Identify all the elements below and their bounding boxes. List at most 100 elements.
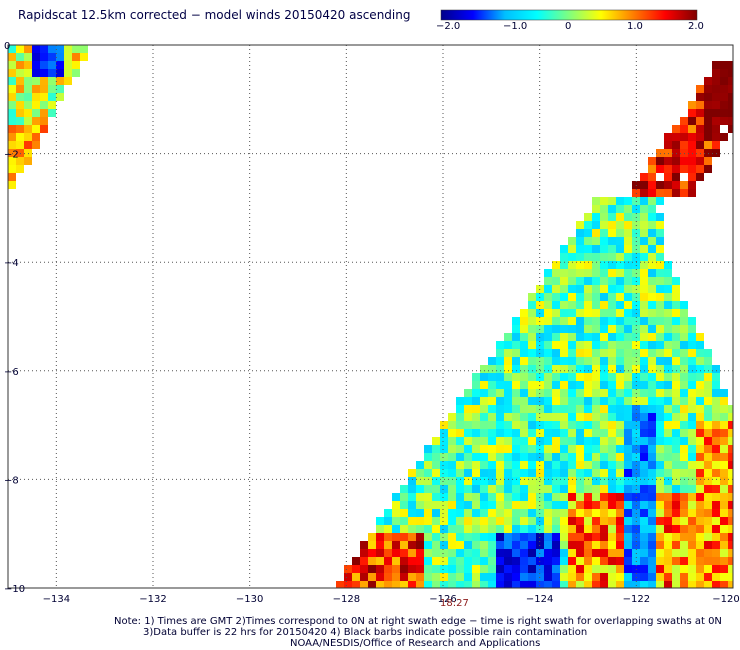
wind-difference-cell	[728, 525, 733, 533]
wind-difference-cell	[712, 397, 720, 405]
wind-difference-cell	[640, 461, 648, 469]
wind-difference-cell	[584, 317, 592, 325]
wind-difference-cell	[408, 573, 416, 581]
wind-difference-cell	[680, 309, 688, 317]
wind-difference-cell	[512, 341, 520, 349]
wind-difference-cell	[472, 421, 480, 429]
wind-difference-cell	[696, 509, 704, 517]
wind-difference-cell	[680, 573, 688, 581]
wind-difference-cell	[592, 429, 600, 437]
wind-difference-cell	[656, 517, 664, 525]
wind-difference-cell	[400, 557, 408, 565]
wind-difference-cell	[552, 493, 560, 501]
wind-difference-cell	[608, 581, 616, 588]
wind-difference-cell	[728, 573, 733, 581]
wind-difference-cell	[512, 445, 520, 453]
wind-difference-cell	[480, 573, 488, 581]
wind-difference-cell	[712, 85, 720, 93]
wind-difference-cell	[592, 381, 600, 389]
wind-difference-cell	[640, 485, 648, 493]
wind-difference-cell	[656, 285, 664, 293]
wind-difference-cell	[712, 469, 720, 477]
wind-difference-cell	[624, 221, 632, 229]
wind-difference-cell	[696, 165, 704, 173]
wind-difference-cell	[56, 53, 64, 61]
wind-difference-cell	[688, 485, 696, 493]
wind-difference-cell	[624, 573, 632, 581]
wind-difference-cell	[480, 445, 488, 453]
wind-difference-cell	[704, 437, 712, 445]
wind-difference-cell	[496, 517, 504, 525]
wind-difference-cell	[488, 461, 496, 469]
wind-difference-cell	[608, 349, 616, 357]
wind-difference-cell	[520, 309, 528, 317]
wind-difference-cell	[528, 581, 536, 588]
wind-difference-cell	[8, 77, 16, 85]
wind-difference-cell	[544, 317, 552, 325]
wind-difference-cell	[568, 333, 576, 341]
wind-difference-cell	[576, 501, 584, 509]
wind-difference-cell	[576, 261, 584, 269]
wind-difference-cell	[400, 581, 408, 588]
wind-difference-cell	[656, 189, 664, 197]
latitude-tick-label: −8	[4, 475, 19, 486]
wind-difference-cell	[576, 509, 584, 517]
wind-difference-cell	[648, 373, 656, 381]
wind-difference-cell	[680, 517, 688, 525]
wind-difference-cell	[608, 229, 616, 237]
wind-difference-cell	[600, 421, 608, 429]
wind-difference-cell	[576, 469, 584, 477]
wind-difference-cell	[456, 469, 464, 477]
wind-difference-cell	[488, 493, 496, 501]
wind-difference-cell	[520, 501, 528, 509]
wind-difference-cell	[456, 541, 464, 549]
wind-difference-cell	[656, 445, 664, 453]
wind-difference-cell	[464, 405, 472, 413]
wind-difference-cell	[512, 477, 520, 485]
wind-difference-cell	[640, 429, 648, 437]
wind-difference-cell	[544, 333, 552, 341]
wind-difference-cell	[608, 557, 616, 565]
wind-difference-cell	[16, 141, 24, 149]
wind-difference-cell	[384, 557, 392, 565]
wind-difference-cell	[528, 325, 536, 333]
wind-difference-cell	[520, 437, 528, 445]
wind-difference-cell	[720, 573, 728, 581]
wind-difference-cell	[544, 325, 552, 333]
wind-difference-cell	[544, 437, 552, 445]
wind-difference-cell	[496, 397, 504, 405]
wind-difference-cell	[696, 405, 704, 413]
wind-difference-cell	[496, 557, 504, 565]
wind-difference-cell	[552, 573, 560, 581]
wind-difference-cell	[16, 93, 24, 101]
wind-difference-cell	[32, 77, 40, 85]
wind-difference-cell	[480, 517, 488, 525]
wind-difference-cell	[640, 325, 648, 333]
wind-difference-cell	[640, 205, 648, 213]
wind-difference-cell	[624, 245, 632, 253]
wind-difference-cell	[688, 421, 696, 429]
wind-difference-cell	[344, 573, 352, 581]
wind-difference-cell	[680, 557, 688, 565]
wind-difference-cell	[560, 445, 568, 453]
wind-difference-cell	[648, 229, 656, 237]
wind-difference-cell	[528, 533, 536, 541]
wind-difference-cell	[440, 493, 448, 501]
wind-difference-cell	[32, 45, 40, 53]
wind-difference-cell	[448, 533, 456, 541]
wind-difference-cell	[568, 261, 576, 269]
wind-difference-cell	[712, 149, 720, 157]
wind-difference-cell	[656, 493, 664, 501]
wind-difference-cell	[624, 341, 632, 349]
wind-difference-cell	[600, 477, 608, 485]
wind-difference-cell	[496, 493, 504, 501]
wind-difference-cell	[584, 437, 592, 445]
wind-difference-cell	[696, 133, 704, 141]
wind-difference-cell	[432, 437, 440, 445]
wind-difference-cell	[600, 229, 608, 237]
wind-difference-cell	[544, 421, 552, 429]
wind-difference-cell	[728, 429, 733, 437]
longitude-tick-label: −126	[429, 594, 456, 605]
wind-difference-cell	[728, 509, 733, 517]
wind-difference-cell	[496, 381, 504, 389]
